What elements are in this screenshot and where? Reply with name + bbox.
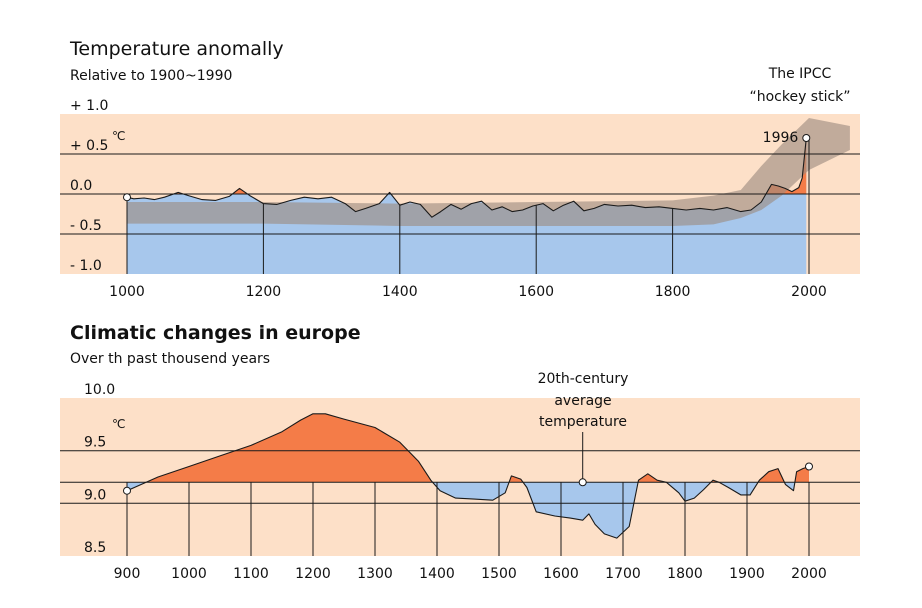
chart2-x-tick-label: 1400 xyxy=(419,566,455,582)
chart2-x-tick-label: 900 xyxy=(114,566,141,582)
chart2-gridlines xyxy=(60,450,860,504)
annotation-20th-line3: temperature xyxy=(539,414,627,430)
chart2-x-tick-label: 1300 xyxy=(357,566,393,582)
chart2-title: Climatic changes in europe xyxy=(70,322,361,344)
chart2-unit-label: ℃ xyxy=(112,417,125,431)
annotation-1996: 1996 xyxy=(763,130,799,146)
chart1-y-tick-labels: + 1.0 + 0.5 0.0 - 0.5 - 1.0 xyxy=(70,98,108,274)
chart2-x-tick-label: 1000 xyxy=(171,566,207,582)
annotation-1996-marker xyxy=(802,134,811,142)
chart2-20th-century-annotation: 20th-century average temperature xyxy=(538,371,629,487)
chart1-hockey-stick-annotation: The IPCC “hockey stick” xyxy=(749,66,850,105)
chart2-x-tick-label: 1600 xyxy=(543,566,579,582)
chart1-x-tick-labels: 1000 1200 1400 1600 1800 2000 xyxy=(109,284,827,300)
annotation-ipcc-line1: The IPCC xyxy=(768,66,832,82)
annotation-ipcc-line2: “hockey stick” xyxy=(749,89,850,105)
annotation-20th-marker xyxy=(578,478,587,487)
chart1-x-tick-label: 1000 xyxy=(109,284,145,300)
chart1: Temperature anomally Relative to 1900~19… xyxy=(60,38,860,300)
chart1-series-line xyxy=(126,137,807,218)
chart1-area-below xyxy=(127,138,807,274)
chart1-y-tick-label: + 0.5 xyxy=(70,138,108,154)
chart1-uncertainty-band xyxy=(127,118,850,226)
chart2: Climatic changes in europe Over th past … xyxy=(60,322,860,582)
chart2-x-tick-label: 1200 xyxy=(295,566,331,582)
chart2-y-tick-label: 9.0 xyxy=(84,487,106,503)
chart1-y-tick-label: - 0.5 xyxy=(70,218,102,234)
chart2-x-tick-labels: 900 1000 1100 1200 1300 1400 1500 1600 1… xyxy=(114,566,827,582)
chart1-x-tick-label: 1200 xyxy=(246,284,282,300)
chart2-y-tick-label: 10.0 xyxy=(84,382,115,398)
chart1-start-marker xyxy=(123,193,131,202)
chart1-unit-label: ℃ xyxy=(112,129,125,143)
chart1-x-tick-label: 2000 xyxy=(791,284,827,300)
chart1-y-tick-label: - 1.0 xyxy=(70,258,102,274)
chart2-x-tick-label: 1700 xyxy=(605,566,641,582)
chart1-x-tick-label: 1400 xyxy=(382,284,418,300)
chart2-y-tick-labels: 10.0 9.5 9.0 8.5 xyxy=(84,382,115,556)
chart2-start-marker xyxy=(123,486,131,495)
chart2-x-tick-label: 1900 xyxy=(729,566,765,582)
chart1-title: Temperature anomally xyxy=(69,38,284,60)
chart2-area-above xyxy=(146,413,810,483)
chart1-x-tick-label: 1600 xyxy=(518,284,554,300)
chart2-subtitle: Over th past thousend years xyxy=(70,351,270,367)
chart1-gridlines xyxy=(60,153,860,235)
annotation-20th-line1: 20th-century xyxy=(538,371,629,387)
chart1-y-tick-label: + 1.0 xyxy=(70,98,108,114)
chart2-x-tick-label: 1500 xyxy=(481,566,517,582)
chart1-y-tick-label: 0.0 xyxy=(70,178,92,194)
chart2-y-tick-label: 9.5 xyxy=(84,435,106,451)
chart2-x-tick-label: 1800 xyxy=(667,566,703,582)
chart2-x-tick-label: 2000 xyxy=(791,566,827,582)
annotation-20th-line2: average xyxy=(554,393,611,409)
chart2-end-marker xyxy=(805,462,813,471)
chart1-tick-drops xyxy=(126,138,810,274)
chart2-y-tick-label: 8.5 xyxy=(84,540,106,556)
chart2-x-tick-label: 1100 xyxy=(233,566,269,582)
chart2-series-line xyxy=(126,413,810,539)
chart1-x-tick-label: 1800 xyxy=(655,284,691,300)
chart2-area-below xyxy=(127,482,795,539)
chart1-subtitle: Relative to 1900~1990 xyxy=(70,68,232,84)
